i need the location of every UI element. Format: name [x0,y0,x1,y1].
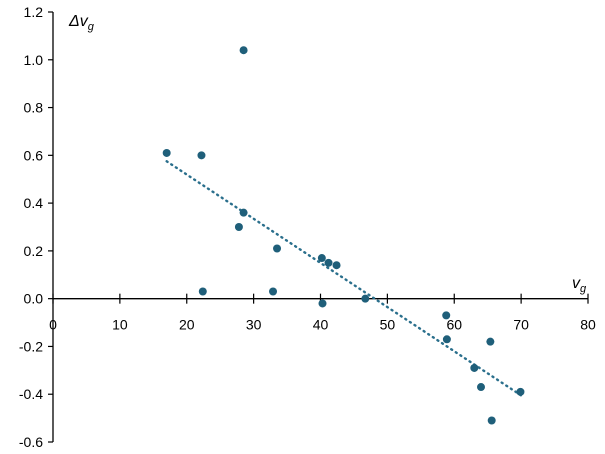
x-tick-label: 10 [112,317,128,333]
data-point [487,416,496,425]
data-point [324,258,333,267]
x-tick-label: 80 [580,317,596,333]
data-point [332,261,341,270]
data-point [477,383,485,392]
data-point [197,151,206,160]
data-point [198,287,207,296]
data-point [269,287,278,296]
data-point [239,208,248,217]
y-tick-label: 0.8 [24,100,44,116]
data-point [361,294,370,303]
axes [48,11,589,443]
y-tick-label: 1.0 [24,52,44,68]
x-tick-label: 50 [380,317,396,333]
data-points [162,46,525,425]
y-tick-label: 0.2 [24,243,44,259]
y-tick-label: -0.6 [19,434,43,450]
data-point [486,337,495,346]
data-point [516,387,525,396]
x-axis-title: vg [572,275,587,295]
x-tick-label: 30 [246,317,262,333]
y-tick-label: 0.6 [24,147,44,163]
y-axis-title: Δvg [68,13,95,33]
data-point [162,148,171,157]
x-tick-label: 20 [179,317,195,333]
data-point [318,299,327,308]
y-tick-label: 0.4 [24,195,44,211]
data-point [470,363,479,372]
tick-labels: -0.6 -0.4 -0.2 0.0 0.2 0.4 0.6 0.8 1.0 1.2 0 10 20 30… [19,4,596,450]
data-point [442,311,451,320]
data-point [317,254,326,263]
y-tick-label: -0.4 [19,386,43,402]
x-tick-label: 60 [446,317,462,333]
trendline-layer [165,160,523,397]
x-tick-label: 40 [313,317,329,333]
x-tick-label: 0 [49,317,57,333]
y-tick-label: 0.0 [24,291,44,307]
trendline [165,160,523,397]
y-tick-label: 1.2 [24,4,44,20]
data-point [273,244,282,253]
data-point [234,223,243,231]
data-point [239,46,248,55]
y-tick-label: -0.2 [19,338,43,354]
data-point [442,335,451,344]
x-tick-label: 70 [513,317,529,333]
